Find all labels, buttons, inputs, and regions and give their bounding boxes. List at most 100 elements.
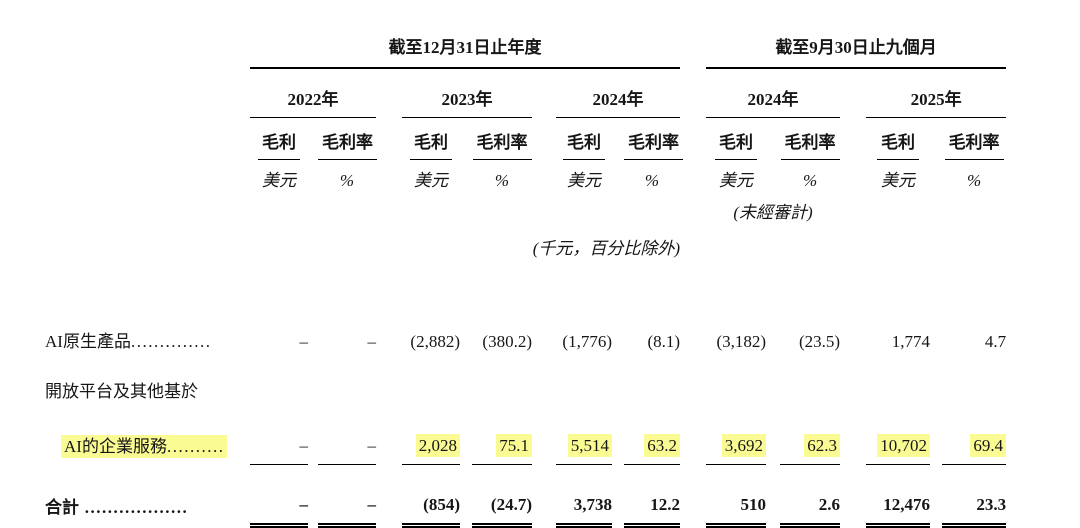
leader-dots: .................. xyxy=(79,497,189,517)
spacer xyxy=(376,118,402,161)
col-header-gross-margin: 毛利率 xyxy=(942,118,1006,160)
spacer xyxy=(308,306,318,358)
unit-percent: % xyxy=(644,171,660,190)
total-value-cell: (24.7) xyxy=(472,464,532,528)
scale-note-row: (千元，百分比除外) xyxy=(45,226,1006,262)
unit-usd: 美元 xyxy=(262,171,296,190)
unit-usd: 美元 xyxy=(719,171,754,190)
section-header-row: 截至12月31日止年度 截至9月30日止九個月 xyxy=(45,16,1007,69)
spacer-row xyxy=(45,262,1006,306)
spacer xyxy=(930,408,942,465)
spacer xyxy=(532,408,556,465)
unaudited-row: (未經審計) xyxy=(45,193,1006,226)
leader-dots: .............. xyxy=(130,332,212,351)
col-header-gross-margin: 毛利率 xyxy=(624,118,683,160)
unit-percent: % xyxy=(802,171,818,190)
row-label: AI原生產品.............. xyxy=(45,332,212,351)
total-value-cell: – xyxy=(318,464,376,528)
spacer xyxy=(376,160,402,193)
spacer xyxy=(532,160,556,193)
spacer xyxy=(680,118,706,161)
spacer xyxy=(930,465,942,526)
spacer xyxy=(840,68,866,118)
spacer xyxy=(460,465,472,526)
value-cell: 62.3 xyxy=(780,408,841,465)
highlight: 69.4 xyxy=(970,434,1007,457)
spacer xyxy=(680,465,706,526)
value-cell: (8.1) xyxy=(647,332,681,351)
unit-row: 美元 % 美元 % 美元 % 美元 % 美元 % xyxy=(45,160,1006,193)
metric-header-row: 毛利 毛利率 毛利 毛利率 毛利 毛利率 毛利 毛利率 毛利 毛利率 xyxy=(45,118,1006,161)
value-cell: 63.2 xyxy=(624,408,681,465)
spacer xyxy=(930,118,942,161)
total-value-cell: 12,476 xyxy=(866,464,931,528)
spacer xyxy=(766,465,780,526)
spacer xyxy=(460,408,472,465)
unit-usd: 美元 xyxy=(881,171,916,190)
spacer xyxy=(460,306,472,358)
value-cell: 69.4 xyxy=(942,408,1007,465)
section-header-annual: 截至12月31日止年度 xyxy=(250,16,681,69)
spacer xyxy=(532,306,556,358)
unit-usd: 美元 xyxy=(414,171,448,190)
row-label-total: 合計 .................. xyxy=(45,497,189,517)
spacer xyxy=(45,193,250,226)
spacer xyxy=(250,193,706,226)
highlight: 75.1 xyxy=(496,434,532,457)
unit-percent: % xyxy=(494,171,510,190)
gross-profit-table: 截至12月31日止年度 截至9月30日止九個月 2022年 2023年 2024… xyxy=(45,16,1007,528)
value-cell: 4.7 xyxy=(984,332,1007,351)
spacer xyxy=(612,160,624,193)
table-row-ai-enterprise-services: AI的企業服務.......... – – 2,028 75.1 5,514 6… xyxy=(45,408,1007,465)
spacer xyxy=(45,160,250,193)
col-header-gross-profit: 毛利 xyxy=(866,118,930,160)
spacer xyxy=(532,465,556,526)
spacer xyxy=(532,68,556,118)
section-header-ninemonth: 截至9月30日止九個月 xyxy=(706,16,1007,69)
spacer xyxy=(930,306,942,358)
spacer xyxy=(680,68,706,118)
spacer xyxy=(612,408,624,465)
total-value-cell: 23.3 xyxy=(942,464,1007,528)
unaudited-note: (未經審計) xyxy=(733,203,813,222)
spacer xyxy=(840,193,1006,226)
row-label-highlighted: AI的企業服務.......... xyxy=(45,408,250,465)
spacer xyxy=(45,118,250,161)
page: { "table": { "sections": [ { "label": "截… xyxy=(0,16,1080,528)
spacer xyxy=(376,465,402,526)
spacer xyxy=(680,306,706,358)
spacer xyxy=(376,408,402,465)
col-header-gross-profit: 毛利 xyxy=(402,118,460,160)
spacer xyxy=(612,465,624,526)
spacer xyxy=(460,118,472,161)
col-header-gross-margin: 毛利率 xyxy=(780,118,840,160)
value-cell: (380.2) xyxy=(482,332,532,351)
value-cell: – xyxy=(250,408,308,465)
spacer xyxy=(308,160,318,193)
value-cell: – xyxy=(318,408,376,465)
unit-percent: % xyxy=(966,171,982,190)
value-cell: (3,182) xyxy=(716,332,767,351)
spacer xyxy=(612,306,624,358)
table-row-open-platform-label: 開放平台及其他基於 xyxy=(45,358,1006,408)
spacer xyxy=(308,408,318,465)
spacer xyxy=(308,118,318,161)
spacer xyxy=(45,262,1006,306)
value-cell: – xyxy=(367,332,377,351)
highlight: 3,692 xyxy=(721,434,767,457)
value-cell: 3,692 xyxy=(706,408,767,465)
spacer xyxy=(612,118,624,161)
spacer xyxy=(680,408,706,465)
spacer xyxy=(376,68,402,118)
value-cell: 1,774 xyxy=(891,332,931,351)
row-label: 開放平台及其他基於 xyxy=(45,382,198,401)
col-header-gross-margin: 毛利率 xyxy=(318,118,377,160)
spacer xyxy=(680,160,706,193)
spacer xyxy=(45,226,250,262)
col-header-gross-profit: 毛利 xyxy=(556,118,612,160)
highlight: 62.3 xyxy=(804,434,841,457)
value-cell: (2,882) xyxy=(410,332,460,351)
spacer xyxy=(840,408,866,465)
spacer xyxy=(766,306,780,358)
spacer xyxy=(766,408,780,465)
